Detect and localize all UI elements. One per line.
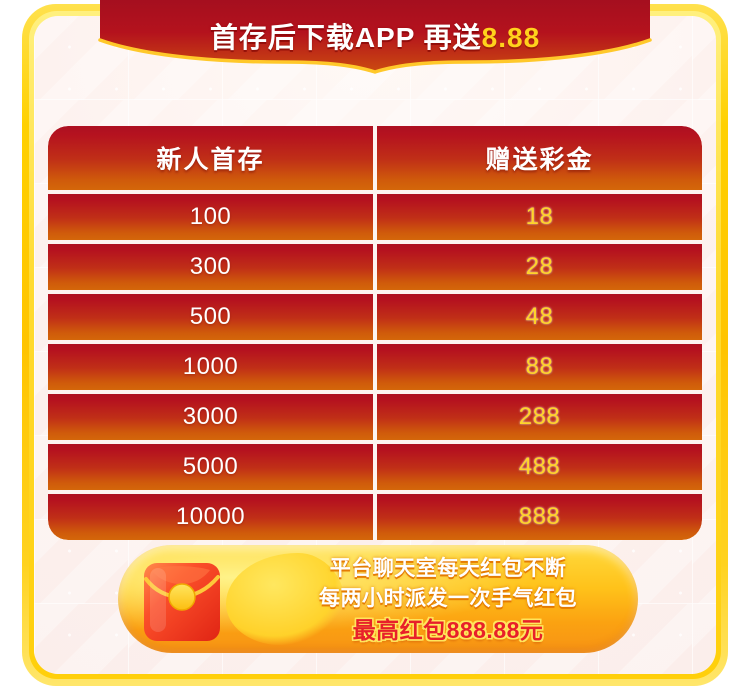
table-cell-bonus: 288 [377, 394, 702, 440]
table-row: 300 28 [48, 244, 702, 290]
table-header-deposit-label: 新人首存 [156, 146, 265, 174]
deposit-value: 5000 [182, 453, 239, 480]
bonus-value: 18 [525, 203, 554, 230]
bonus-value: 888 [518, 503, 561, 530]
table-cell-deposit: 3000 [48, 394, 373, 440]
deposit-value: 300 [189, 253, 232, 280]
header-ribbon-main-text: 首存后下载APP 再送 [209, 22, 482, 53]
bonus-value: 488 [518, 453, 561, 480]
deposit-value: 100 [189, 203, 232, 230]
table-row: 500 48 [48, 294, 702, 340]
promo-line-3-highlight: 最高红包888.88元 [352, 617, 544, 643]
deposit-value: 1000 [182, 353, 239, 380]
table-header-deposit: 新人首存 [48, 126, 373, 190]
bonus-value: 28 [525, 253, 554, 280]
deposit-bonus-table: 新人首存 赠送彩金 100 18 300 28 500 48 1000 [48, 126, 702, 540]
table-cell-deposit: 300 [48, 244, 373, 290]
promo-banner-text: 平台聊天室每天红包不断 每两小时派发一次手气红包 最高红包888.88元 [268, 554, 628, 646]
table-cell-bonus: 28 [377, 244, 702, 290]
table-header-row: 新人首存 赠送彩金 [48, 126, 702, 190]
table-cell-bonus: 888 [377, 494, 702, 540]
deposit-value: 500 [189, 303, 232, 330]
table-row: 100 18 [48, 194, 702, 240]
table-cell-bonus: 88 [377, 344, 702, 390]
promo-line-1: 平台聊天室每天红包不断 [329, 557, 567, 580]
table-row: 3000 288 [48, 394, 702, 440]
deposit-value: 3000 [182, 403, 239, 430]
table-cell-bonus: 18 [377, 194, 702, 240]
table-row: 1000 88 [48, 344, 702, 390]
bonus-value: 48 [525, 303, 554, 330]
deposit-value: 10000 [175, 503, 246, 530]
table-cell-deposit: 1000 [48, 344, 373, 390]
table-header-bonus-label: 赠送彩金 [485, 146, 594, 174]
table-cell-deposit: 100 [48, 194, 373, 240]
promo-line-2: 每两小时派发一次手气红包 [319, 587, 577, 610]
table-cell-deposit: 5000 [48, 444, 373, 490]
table-row: 5000 488 [48, 444, 702, 490]
table-cell-bonus: 488 [377, 444, 702, 490]
table-cell-deposit: 10000 [48, 494, 373, 540]
bonus-value: 288 [518, 403, 561, 430]
table-header-bonus: 赠送彩金 [377, 126, 702, 190]
table-cell-bonus: 48 [377, 294, 702, 340]
table-cell-deposit: 500 [48, 294, 373, 340]
red-envelope-icon [140, 559, 232, 645]
table-row: 10000 888 [48, 494, 702, 540]
bonus-value: 88 [525, 353, 554, 380]
header-ribbon-text: 首存后下载APP 再送8.88 [0, 16, 750, 56]
header-ribbon-amount: 8.88 [481, 22, 541, 53]
chatroom-promo-banner: 平台聊天室每天红包不断 每两小时派发一次手气红包 最高红包888.88元 [118, 545, 638, 653]
